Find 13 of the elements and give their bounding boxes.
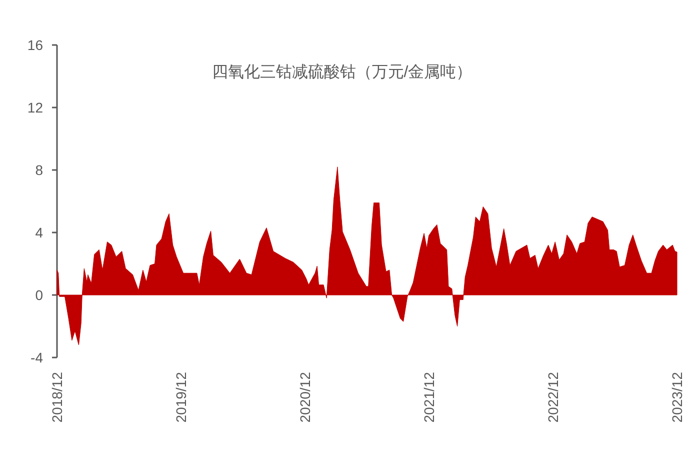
y-tick-label: 8: [35, 162, 44, 178]
x-tick-label: 2022/12: [545, 372, 562, 423]
x-tick-label: 2018/12: [49, 372, 65, 423]
x-tick-label: 2019/12: [172, 372, 189, 423]
text: 四氧化三钴减硫酸钴（万元/金属吨）: [212, 63, 472, 81]
y-tick-label: 0: [35, 287, 44, 303]
y-tick-label: 16: [27, 37, 44, 53]
y-tick-label: 12: [27, 100, 44, 116]
x-tick-label: 2021/12: [421, 372, 438, 423]
x-tick-label: 2020/12: [297, 372, 314, 423]
y-tick-label: -4: [30, 350, 44, 366]
x-tick-label: 2023/12: [669, 372, 685, 423]
y-tick-label: 4: [35, 224, 44, 240]
